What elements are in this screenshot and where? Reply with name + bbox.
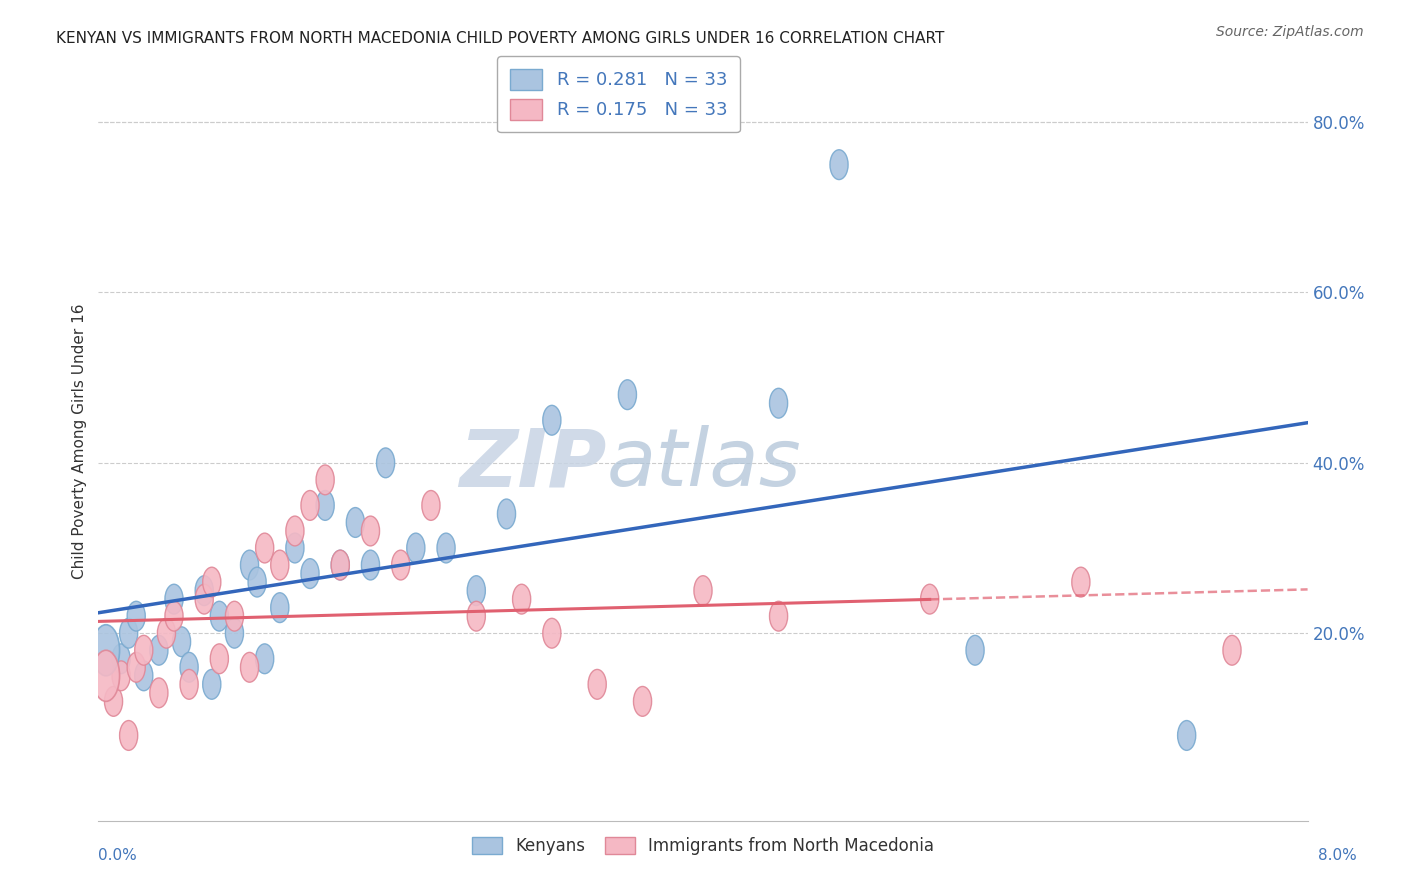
Ellipse shape (211, 601, 228, 632)
Ellipse shape (316, 491, 335, 520)
Ellipse shape (165, 584, 183, 614)
Ellipse shape (316, 465, 335, 495)
Ellipse shape (498, 499, 516, 529)
Ellipse shape (543, 405, 561, 435)
Ellipse shape (225, 601, 243, 632)
Ellipse shape (195, 584, 214, 614)
Ellipse shape (332, 550, 349, 580)
Ellipse shape (256, 533, 274, 563)
Ellipse shape (240, 550, 259, 580)
Ellipse shape (1223, 635, 1241, 665)
Ellipse shape (104, 687, 122, 716)
Ellipse shape (588, 669, 606, 699)
Ellipse shape (301, 558, 319, 589)
Text: atlas: atlas (606, 425, 801, 503)
Text: ZIP: ZIP (458, 425, 606, 503)
Ellipse shape (619, 380, 637, 409)
Ellipse shape (195, 575, 214, 606)
Ellipse shape (150, 678, 167, 707)
Ellipse shape (467, 601, 485, 632)
Text: Source: ZipAtlas.com: Source: ZipAtlas.com (1216, 25, 1364, 39)
Ellipse shape (202, 669, 221, 699)
Ellipse shape (135, 635, 153, 665)
Ellipse shape (180, 669, 198, 699)
Ellipse shape (437, 533, 456, 563)
Legend: Kenyans, Immigrants from North Macedonia: Kenyans, Immigrants from North Macedonia (465, 830, 941, 862)
Ellipse shape (240, 652, 259, 682)
Text: 8.0%: 8.0% (1317, 848, 1357, 863)
Ellipse shape (966, 635, 984, 665)
Ellipse shape (93, 650, 120, 701)
Ellipse shape (157, 618, 176, 648)
Ellipse shape (467, 575, 485, 606)
Ellipse shape (1071, 567, 1090, 597)
Ellipse shape (513, 584, 530, 614)
Ellipse shape (180, 652, 198, 682)
Ellipse shape (112, 661, 131, 690)
Ellipse shape (135, 661, 153, 690)
Ellipse shape (120, 721, 138, 750)
Ellipse shape (346, 508, 364, 537)
Ellipse shape (830, 150, 848, 179)
Ellipse shape (211, 644, 228, 673)
Ellipse shape (301, 491, 319, 520)
Ellipse shape (225, 618, 243, 648)
Ellipse shape (1178, 721, 1195, 750)
Ellipse shape (173, 627, 191, 657)
Ellipse shape (769, 601, 787, 632)
Ellipse shape (406, 533, 425, 563)
Text: KENYAN VS IMMIGRANTS FROM NORTH MACEDONIA CHILD POVERTY AMONG GIRLS UNDER 16 COR: KENYAN VS IMMIGRANTS FROM NORTH MACEDONI… (56, 31, 945, 46)
Ellipse shape (377, 448, 395, 478)
Ellipse shape (271, 550, 288, 580)
Text: 0.0%: 0.0% (98, 848, 138, 863)
Ellipse shape (271, 593, 288, 623)
Ellipse shape (127, 652, 145, 682)
Ellipse shape (285, 533, 304, 563)
Ellipse shape (543, 618, 561, 648)
Ellipse shape (247, 567, 266, 597)
Ellipse shape (695, 575, 711, 606)
Ellipse shape (150, 635, 167, 665)
Ellipse shape (127, 601, 145, 632)
Ellipse shape (422, 491, 440, 520)
Ellipse shape (285, 516, 304, 546)
Ellipse shape (392, 550, 409, 580)
Ellipse shape (165, 601, 183, 632)
Ellipse shape (921, 584, 939, 614)
Ellipse shape (361, 550, 380, 580)
Ellipse shape (93, 624, 120, 676)
Ellipse shape (202, 567, 221, 597)
Ellipse shape (112, 644, 131, 673)
Ellipse shape (120, 618, 138, 648)
Ellipse shape (361, 516, 380, 546)
Ellipse shape (332, 550, 349, 580)
Ellipse shape (634, 687, 651, 716)
Ellipse shape (769, 388, 787, 418)
Y-axis label: Child Poverty Among Girls Under 16: Child Poverty Among Girls Under 16 (72, 304, 87, 579)
Ellipse shape (256, 644, 274, 673)
